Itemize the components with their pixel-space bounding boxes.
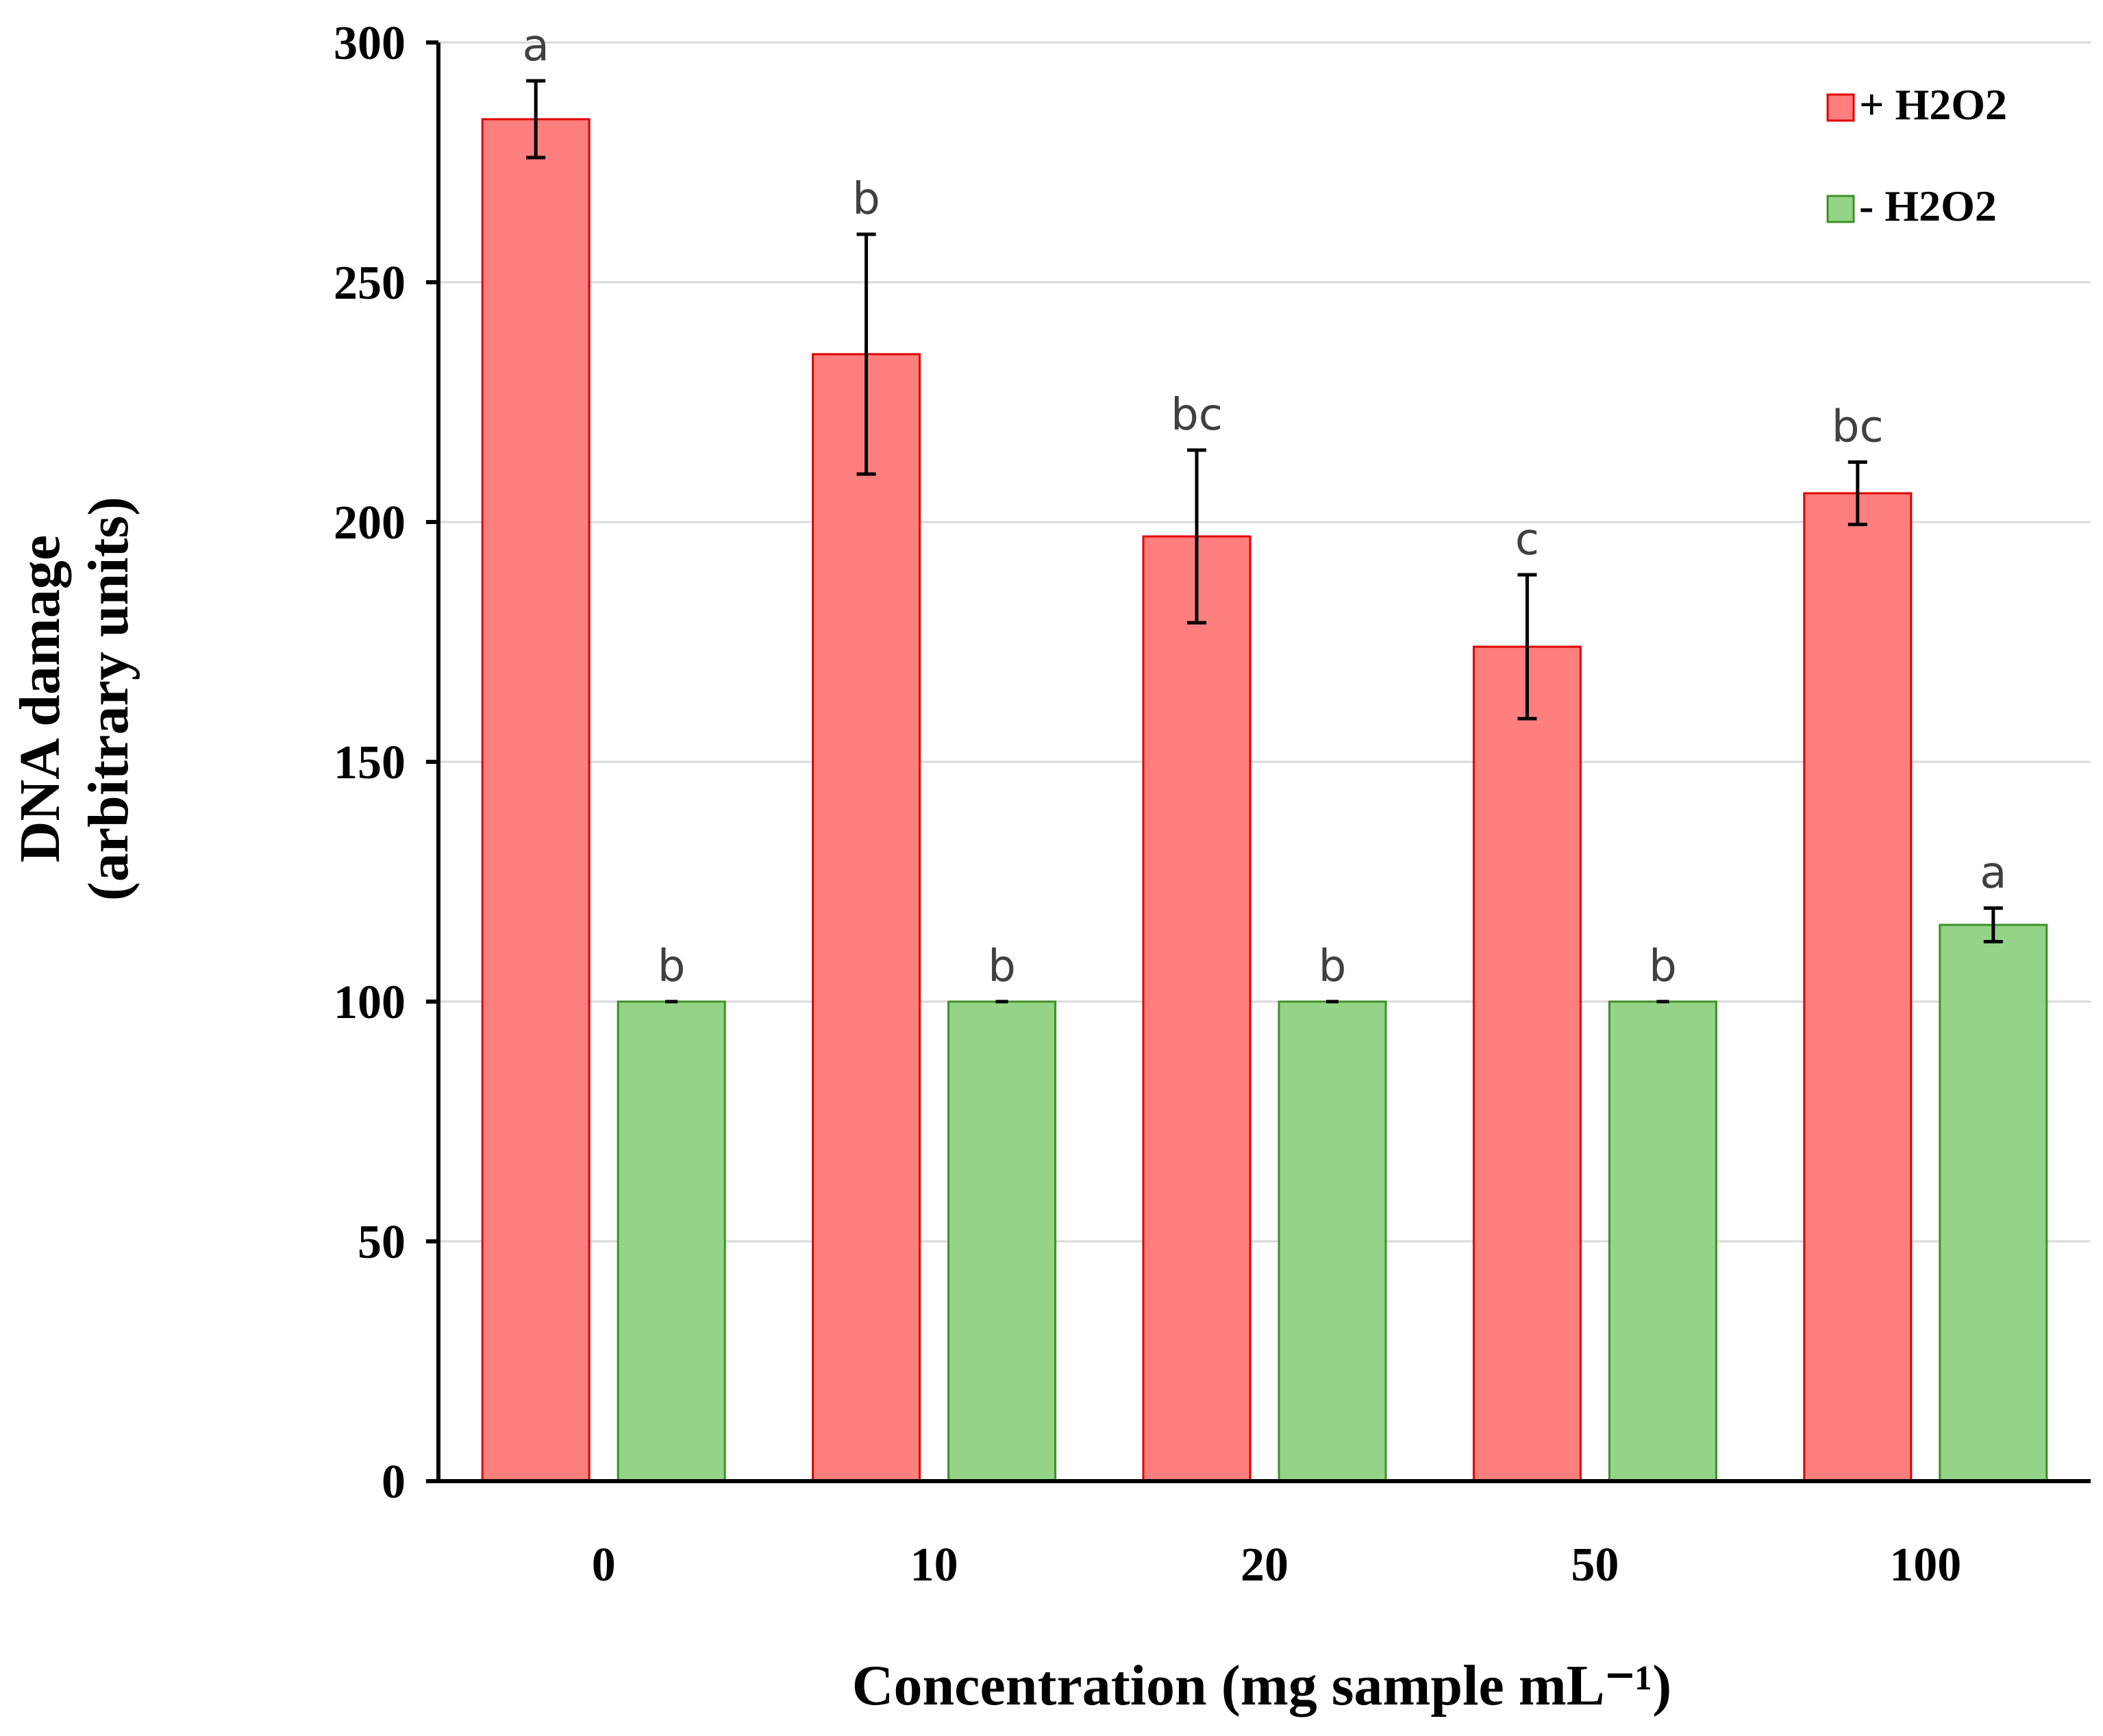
bar-plus-h2o2-10 xyxy=(812,353,921,1483)
legend-label-minus-h2o2: - H2O2 xyxy=(1859,182,1997,230)
bar-minus-h2o2-100 xyxy=(1939,923,2048,1483)
sig-label-minus-h2o2-50: b xyxy=(1649,941,1677,992)
x-tick-label-0: 0 xyxy=(592,1539,616,1591)
bar-minus-h2o2-0 xyxy=(617,1000,726,1483)
legend: + H2O2 - H2O2 xyxy=(1826,80,2007,230)
bar-minus-h2o2-20 xyxy=(1278,1000,1387,1483)
legend-swatch-plus-h2o2 xyxy=(1826,93,1855,122)
sig-label-minus-h2o2-20: b xyxy=(1319,941,1347,992)
x-tick-label-100: 100 xyxy=(1889,1539,1961,1591)
x-axis-title: Concentration (mg sample mL⁻¹) xyxy=(852,1654,1671,1718)
y-tick-label-300: 300 xyxy=(334,17,406,70)
sig-label-plus-h2o2-10: b xyxy=(852,174,880,225)
sig-label-minus-h2o2-100: a xyxy=(1980,848,2006,899)
sig-label-plus-h2o2-0: a xyxy=(523,21,549,71)
y-axis-title-line2: (arbitrary units) xyxy=(77,497,140,901)
sig-label-plus-h2o2-20: bc xyxy=(1171,390,1223,441)
bar-plus-h2o2-50 xyxy=(1472,645,1582,1483)
y-tick-label-50: 50 xyxy=(358,1216,406,1269)
bar-plus-h2o2-100 xyxy=(1803,492,1913,1483)
y-ticks: 0 50 100 150 200 250 300 xyxy=(334,17,438,1509)
y-tick-label-0: 0 xyxy=(382,1456,406,1509)
sig-label-minus-h2o2-10: b xyxy=(988,941,1016,992)
y-axis-title: DNA damage (arbitrary units) xyxy=(8,497,140,901)
y-axis-title-line1: DNA damage xyxy=(8,535,72,863)
sig-label-plus-h2o2-50: c xyxy=(1515,514,1539,565)
sig-label-plus-h2o2-100: bc xyxy=(1832,402,1884,453)
y-tick-label-100: 100 xyxy=(334,976,406,1029)
x-tick-label-10: 10 xyxy=(910,1539,958,1591)
bar-plus-h2o2-20 xyxy=(1142,535,1252,1483)
legend-swatch-minus-h2o2 xyxy=(1826,195,1855,223)
bar-plus-h2o2-0 xyxy=(481,118,590,1483)
legend-label-plus-h2o2: + H2O2 xyxy=(1859,80,2007,129)
y-tick-label-150: 150 xyxy=(334,736,406,789)
sig-label-minus-h2o2-0: b xyxy=(658,941,686,992)
x-tick-label-50: 50 xyxy=(1571,1539,1619,1591)
bar-minus-h2o2-10 xyxy=(947,1000,1057,1483)
y-tick-label-200: 200 xyxy=(334,497,406,549)
y-tick-label-250: 250 xyxy=(334,257,406,310)
x-tick-label-20: 20 xyxy=(1241,1539,1289,1591)
bar-minus-h2o2-50 xyxy=(1608,1000,1717,1483)
x-ticks: 0 10 20 50 100 xyxy=(592,1539,1962,1591)
